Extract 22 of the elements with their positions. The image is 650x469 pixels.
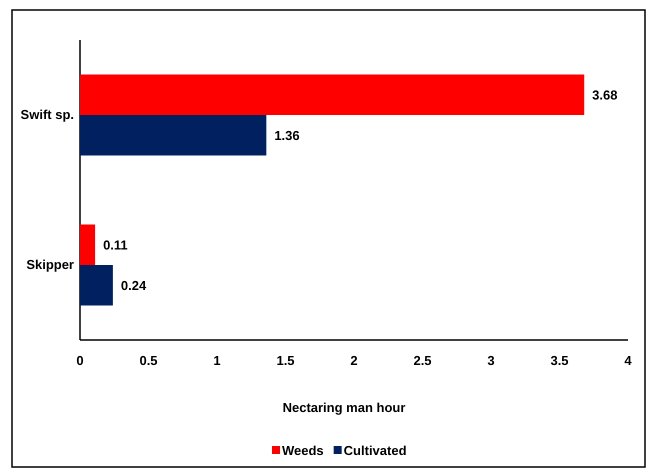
y-tick-label: Skipper — [26, 257, 74, 272]
data-label: 3.68 — [592, 87, 618, 102]
y-tick-label: Swift sp. — [20, 107, 74, 122]
legend-label: Weeds — [282, 443, 324, 458]
x-tick-label: 3 — [487, 353, 495, 368]
x-axis-title: Nectaring man hour — [282, 400, 406, 415]
data-label: 0.11 — [103, 237, 128, 252]
x-tick-label: 4 — [624, 353, 632, 368]
x-tick-label: 0 — [76, 353, 84, 368]
x-tick-label: 1 — [213, 353, 221, 368]
x-tick-label: 3.5 — [550, 353, 569, 368]
legend-label: Cultivated — [344, 443, 407, 458]
data-label: 1.36 — [274, 128, 300, 143]
x-tick-label: 2.5 — [413, 353, 432, 368]
bar — [80, 224, 96, 265]
bar — [80, 74, 584, 115]
bar — [80, 265, 113, 306]
x-tick-label: 2 — [350, 353, 358, 368]
x-tick-label: 1.5 — [276, 353, 295, 368]
data-label: 0.24 — [120, 278, 147, 293]
x-tick-label: 0.5 — [139, 353, 158, 368]
bar — [80, 115, 266, 156]
